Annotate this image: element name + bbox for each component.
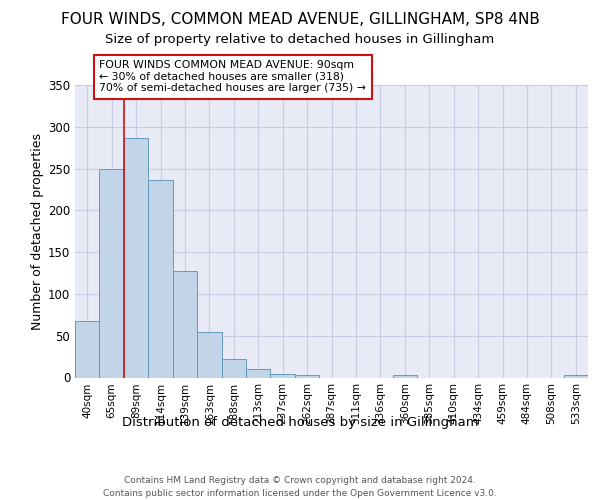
Bar: [392, 375, 417, 378]
Text: Distribution of detached houses by size in Gillingham: Distribution of detached houses by size …: [122, 416, 478, 429]
Text: Contains HM Land Registry data © Crown copyright and database right 2024.
Contai: Contains HM Land Registry data © Crown c…: [103, 476, 497, 498]
Bar: [124, 138, 148, 378]
Bar: [563, 375, 588, 378]
Text: Size of property relative to detached houses in Gillingham: Size of property relative to detached ho…: [106, 32, 494, 46]
Bar: [295, 375, 319, 378]
Bar: [246, 369, 271, 378]
Bar: [197, 332, 221, 378]
Bar: [173, 270, 197, 378]
Bar: [271, 374, 295, 378]
Y-axis label: Number of detached properties: Number of detached properties: [31, 132, 44, 330]
Text: FOUR WINDS COMMON MEAD AVENUE: 90sqm
← 30% of detached houses are smaller (318)
: FOUR WINDS COMMON MEAD AVENUE: 90sqm ← 3…: [100, 60, 367, 94]
Bar: [221, 359, 246, 378]
Bar: [75, 320, 100, 378]
Bar: [148, 180, 173, 378]
Text: FOUR WINDS, COMMON MEAD AVENUE, GILLINGHAM, SP8 4NB: FOUR WINDS, COMMON MEAD AVENUE, GILLINGH…: [61, 12, 539, 28]
Bar: [100, 168, 124, 378]
